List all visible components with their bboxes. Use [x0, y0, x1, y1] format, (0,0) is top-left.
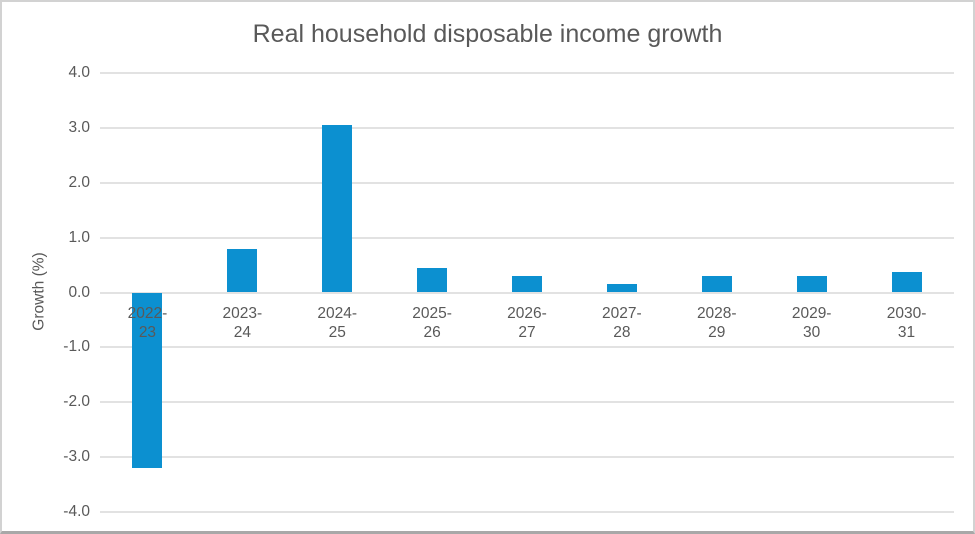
gridline [100, 291, 954, 294]
y-tick-label: -2.0 [63, 393, 90, 411]
x-tick-line2: 23 [138, 323, 157, 341]
bar [606, 284, 637, 293]
x-tick-label: 2024- 25 [289, 304, 385, 342]
y-tick-label: 4.0 [68, 64, 90, 81]
plot-area: 2022- 23 2023- 24 2024- 25 2025- 26 2026- 27 2027-… [99, 72, 955, 513]
gridline [100, 511, 954, 513]
x-tick-label: 2027- 28 [574, 304, 670, 342]
x-tick-line1: 2028- [696, 304, 737, 322]
x-tick-line1: 2025- [412, 304, 452, 322]
y-tick-label: -4.0 [63, 503, 90, 520]
y-axis-tick-labels: 4.0 3.0 2.0 1.0 0.0 -1.0 -2.0 -3.0 -4.0 [2, 64, 90, 520]
x-tick-line2: 30 [803, 323, 821, 341]
y-tick-label: 3.0 [68, 118, 90, 136]
x-tick-line2: 25 [328, 323, 346, 341]
gridline [100, 401, 954, 404]
x-tick-label: 2028- 29 [669, 304, 765, 342]
x-tick-line2: 26 [423, 323, 441, 341]
x-tick-line2: 29 [708, 323, 726, 341]
chart-title: Real household disposable income growth [252, 20, 723, 48]
x-tick-label: 2023- 24 [194, 304, 290, 342]
bar [132, 292, 163, 469]
gridline [100, 72, 954, 74]
x-tick-label: 2025- 26 [384, 304, 480, 342]
y-tick-label: -1.0 [63, 338, 90, 356]
y-tick-label: 2.0 [68, 173, 90, 191]
x-tick-line1: 2023- [222, 304, 263, 322]
y-tick-label: 1.0 [68, 228, 90, 246]
x-tick-line1: 2029- [791, 304, 832, 322]
bar [701, 276, 732, 293]
x-tick-line1: 2024- [317, 304, 358, 322]
x-tick-label: 2030- 31 [859, 304, 955, 342]
x-tick-line1: 2027- [602, 304, 642, 322]
bar [227, 248, 258, 293]
gridline [100, 236, 954, 239]
x-tick-line2: 28 [613, 323, 631, 341]
x-tick-line2: 31 [897, 323, 916, 341]
x-tick-label: 2029- 30 [764, 304, 860, 342]
bar [512, 276, 542, 293]
bar [417, 267, 448, 293]
gridline [100, 346, 954, 349]
x-tick-line1: 2026- [507, 304, 547, 322]
x-tick-label: 2026- 27 [479, 304, 575, 342]
x-tick-line1: 2030- [886, 304, 927, 322]
bar [796, 276, 827, 293]
y-tick-label: 0.0 [68, 283, 90, 301]
gridline [100, 181, 954, 184]
bar [322, 125, 353, 293]
gridline [100, 126, 954, 129]
y-tick-label: -3.0 [63, 448, 90, 466]
gridline [100, 456, 954, 459]
x-tick-label: 2022- 23 [99, 304, 195, 342]
x-tick-line1: 2022- [127, 304, 168, 322]
bar [891, 271, 922, 293]
x-tick-line2: 24 [233, 323, 251, 341]
x-tick-line2: 27 [518, 323, 536, 341]
